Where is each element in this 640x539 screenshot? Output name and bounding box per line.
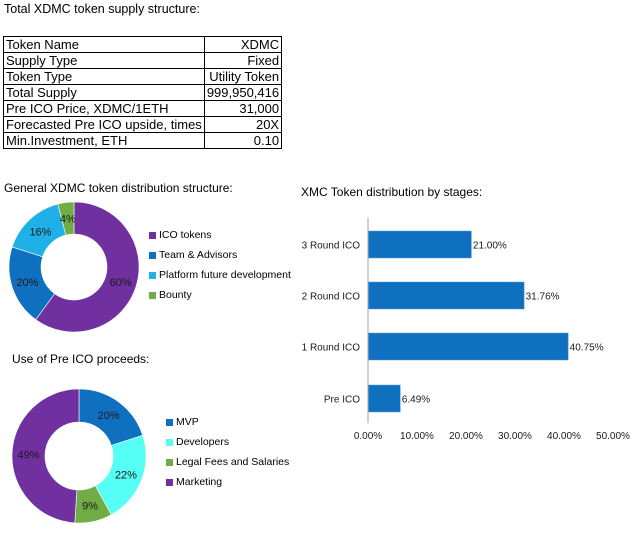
- legend-label: Developers: [176, 436, 230, 448]
- legend-swatch: [149, 231, 156, 239]
- supply-table-row: Supply Type Fixed: [3, 52, 283, 69]
- supply-table-row: Pre ICO Price, XDMC/1ETH 31,000: [3, 100, 283, 117]
- x-tick-label: 40.00%: [547, 431, 581, 442]
- legend-label: Platform future development: [159, 269, 291, 281]
- supply-row-value: 31,000: [203, 100, 283, 117]
- category-tick-label: 3 Round ICO: [302, 241, 361, 252]
- slice-label: 16%: [29, 226, 51, 238]
- legend-swatch: [166, 458, 173, 466]
- donut-slice: [57, 201, 75, 236]
- category-tick-label: 2 Round ICO: [302, 292, 361, 303]
- page-title: Total XDMC token supply structure:: [4, 2, 200, 16]
- x-tick-label: 20.00%: [449, 431, 483, 442]
- supply-table: Token Name XDMC Supply Type Fixed Token Type…: [3, 36, 283, 149]
- x-tick-label: 30.00%: [498, 431, 532, 442]
- legend-swatch: [149, 251, 156, 259]
- legend-label: Team & Advisors: [159, 249, 238, 261]
- legend-label: Marketing: [176, 476, 223, 488]
- legend-label: MVP: [176, 416, 199, 428]
- legend-item: Platform future development: [149, 265, 291, 285]
- supply-row-value: 999,950,416: [203, 84, 283, 101]
- supply-row-label: Supply Type: [3, 52, 205, 69]
- slice-label: 22%: [115, 470, 137, 482]
- legend-item: Team & Advisors: [149, 245, 291, 265]
- category-tick-label: Pre ICO: [324, 395, 360, 406]
- slice-label: 49%: [18, 449, 40, 461]
- supply-row-label: Forecasted Pre ICO upside, times: [3, 116, 205, 133]
- slice-label: 9%: [82, 500, 98, 512]
- stages-chart-title: XMC Token distribution by stages:: [301, 185, 483, 199]
- legend-swatch: [149, 271, 156, 279]
- x-tick-label: 50.00%: [596, 431, 630, 442]
- bar: [368, 384, 401, 413]
- supply-table-row: Forecasted Pre ICO upside, times 20X: [3, 116, 283, 133]
- proceeds-chart-title: Use of Pre ICO proceeds:: [12, 352, 150, 366]
- bar-data-label: 40.75%: [570, 343, 604, 354]
- x-tick-label: 10.00%: [400, 431, 434, 442]
- bar: [368, 332, 569, 361]
- distribution-legend: ICO tokens Team & Advisors Platform future…: [149, 225, 291, 305]
- category-tick-label: 1 Round ICO: [302, 343, 361, 354]
- distribution-donut-chart: 60% 20% 16% 4%: [8, 201, 140, 333]
- supply-table-row: Total Supply 999,950,416: [3, 84, 283, 101]
- legend-item: Marketing: [166, 472, 289, 492]
- legend-item: Bounty: [149, 285, 291, 305]
- supply-row-label: Pre ICO Price, XDMC/1ETH: [3, 100, 205, 117]
- supply-row-label: Token Type: [3, 68, 205, 85]
- legend-swatch: [149, 291, 156, 299]
- proceeds-legend: MVP Developers Legal Fees and Salaries Mark…: [166, 412, 289, 492]
- legend-swatch: [166, 438, 173, 446]
- supply-row-value: 0.10: [203, 132, 283, 149]
- supply-row-value: XDMC: [203, 36, 283, 53]
- bar-data-label: 31.76%: [526, 292, 560, 303]
- supply-row-label: Min.Investment, ETH: [3, 132, 205, 149]
- bar: [368, 230, 472, 259]
- supply-row-value: Fixed: [203, 52, 283, 69]
- donut-slice: [11, 388, 80, 524]
- supply-table-row: Token Name XDMC: [3, 36, 283, 53]
- slice-label: 20%: [98, 410, 120, 422]
- legend-label: Legal Fees and Salaries: [176, 456, 290, 468]
- slice-label: 4%: [60, 213, 76, 225]
- legend-item: Developers: [166, 432, 289, 452]
- slice-label: 20%: [16, 277, 38, 289]
- supply-row-value: 20X: [203, 116, 283, 133]
- proceeds-donut-chart: 20% 22% 9% 49%: [11, 388, 147, 524]
- supply-row-label: Total Supply: [3, 84, 205, 101]
- distribution-chart-title: General XDMC token distribution structur…: [4, 181, 233, 195]
- legend-item: MVP: [166, 412, 289, 432]
- supply-table-row: Min.Investment, ETH 0.10: [3, 132, 283, 149]
- supply-table-row: Token Type Utility Token: [3, 68, 283, 85]
- bar: [368, 281, 525, 310]
- supply-row-label: Token Name: [3, 36, 205, 53]
- stages-bar-chart: 3 Round ICO 21.00% 2 Round ICO 31.76% 1 Roun…: [302, 218, 630, 442]
- legend-label: Bounty: [159, 289, 192, 301]
- legend-swatch: [166, 478, 173, 486]
- legend-swatch: [166, 418, 173, 426]
- bar-data-label: 6.49%: [402, 395, 430, 406]
- legend-item: ICO tokens: [149, 225, 291, 245]
- legend-item: Legal Fees and Salaries: [166, 452, 289, 472]
- bar-data-label: 21.00%: [473, 241, 507, 252]
- legend-label: ICO tokens: [159, 229, 212, 241]
- slice-label: 60%: [110, 277, 132, 289]
- x-tick-label: 0.00%: [354, 431, 382, 442]
- supply-row-value: Utility Token: [203, 68, 283, 85]
